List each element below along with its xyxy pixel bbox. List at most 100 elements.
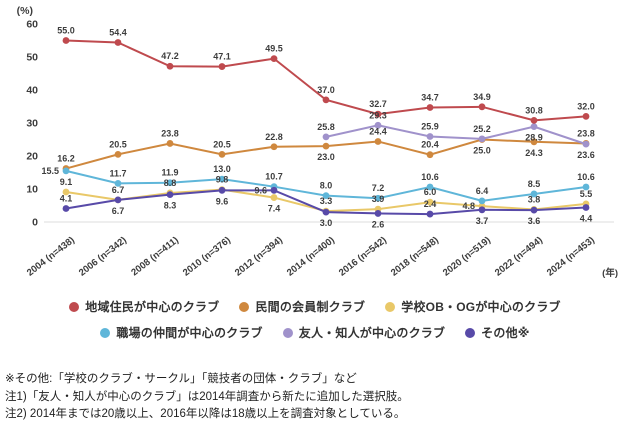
data-point-label: 25.9: [421, 122, 439, 132]
data-point: [582, 113, 590, 120]
data-point: [426, 151, 434, 159]
data-point-label: 34.9: [473, 92, 491, 102]
data-point: [426, 104, 434, 111]
data-point-label: 13.0: [213, 164, 231, 174]
data-point-label: 25.8: [317, 122, 335, 132]
legend-row: 地域住民が中心のクラブ 民間の会員制クラブ 学校OB・OGが中心のクラブ: [69, 298, 561, 315]
data-point-label: 32.7: [369, 99, 387, 109]
data-point-label: 8.3: [164, 201, 177, 211]
footnote-line: ※その他:「学校のクラブ・サークル」「競技者の団体・クラブ」など: [5, 373, 357, 385]
data-point: [114, 196, 122, 204]
data-point-label: 11.7: [109, 168, 126, 178]
x-tick-label: 2012 (n=394): [233, 235, 285, 279]
data-point-label: 32.0: [577, 101, 595, 111]
data-point: [166, 140, 174, 147]
data-point: [374, 138, 382, 145]
data-point: [426, 133, 434, 140]
data-point: [166, 191, 174, 199]
x-tick-label: 2010 (n=376): [181, 235, 233, 279]
y-tick-label: 50: [26, 52, 38, 64]
data-point-label: 47.2: [161, 51, 179, 61]
data-point: [582, 183, 590, 191]
data-point-label: 25.2: [473, 124, 491, 134]
y-tick-label: 40: [26, 85, 38, 97]
x-tick-label: 2004 (n=438): [25, 235, 77, 279]
data-point-label: 37.0: [317, 85, 335, 95]
data-point: [166, 179, 174, 187]
data-point-label: 6.7: [112, 185, 125, 195]
y-axis-unit: (%): [17, 5, 33, 17]
data-point-label: 16.2: [57, 154, 75, 164]
footnote-line: 注1)「友人・知人が中心のクラブ」は2014年調査から新たに追加した選択肢。: [5, 390, 409, 403]
data-point-label: 9.6: [216, 196, 229, 206]
x-tick-label: 2006 (n=342): [77, 235, 129, 279]
data-point-label: 8.5: [528, 179, 541, 189]
data-point-label: 24.4: [369, 126, 387, 136]
data-point-label: 54.4: [109, 27, 127, 37]
data-point: [218, 63, 226, 70]
legend-item: 地域住民が中心のクラブ: [69, 298, 219, 315]
data-point-label: 29.3: [369, 110, 387, 120]
data-point-label: 3.7: [476, 216, 489, 226]
footnote-line: 注2) 2014年までは20歳以上、2016年以降は18歳以上を調査対象としてい…: [5, 408, 406, 420]
data-point-label: 7.2: [372, 183, 385, 193]
legend-swatch-icon: [385, 301, 396, 312]
data-point-label: 20.5: [109, 139, 127, 149]
data-point-label: 11.9: [161, 168, 178, 178]
data-point: [530, 116, 538, 124]
data-point-label: 34.7: [421, 92, 439, 102]
data-point: [218, 150, 226, 158]
y-tick-label: 0: [32, 217, 38, 229]
data-point: [374, 194, 382, 202]
data-point-label: 30.8: [525, 105, 543, 115]
data-point-label: 3.3: [320, 196, 333, 206]
legend-row: 職場の仲間が中心のクラブ 友人・知人が中心のクラブ その他※: [100, 324, 529, 341]
legend-swatch-icon: [239, 301, 250, 312]
data-point-label: 7.4: [268, 204, 281, 214]
legend-swatch-icon: [69, 301, 80, 312]
data-point: [62, 37, 70, 44]
data-point-label: 8.8: [164, 178, 177, 188]
x-tick-label: 2014 (n=400): [285, 235, 337, 279]
data-point-label: 47.1: [213, 52, 231, 62]
data-point: [530, 123, 538, 131]
data-point: [270, 143, 278, 151]
data-point: [270, 194, 278, 201]
data-point-label: 4.4: [580, 213, 593, 223]
legend-label: その他※: [481, 326, 530, 340]
data-point-label: 23.8: [577, 128, 595, 138]
data-point: [582, 140, 590, 148]
legend-item: 民間の会員制クラブ: [239, 298, 365, 315]
data-point: [530, 138, 538, 146]
data-point-label: 10.6: [577, 172, 595, 182]
data-point: [166, 62, 174, 70]
y-tick-label: 10: [26, 184, 38, 196]
chart-footnotes: ※その他:「学校のクラブ・サークル」「競技者の団体・クラブ」など注1)「友人・知…: [5, 371, 625, 424]
x-tick-label: 2008 (n=411): [129, 235, 181, 279]
legend-swatch-icon: [282, 327, 293, 338]
data-point: [530, 206, 538, 214]
data-point: [322, 133, 330, 141]
x-axis-unit: (年): [602, 267, 618, 279]
data-point-label: 9.6: [254, 185, 267, 195]
data-point-label: 2.6: [372, 219, 385, 229]
x-tick-label: 2022 (n=494): [493, 235, 545, 279]
data-point: [374, 110, 382, 118]
legend-item: 職場の仲間が中心のクラブ: [100, 324, 263, 341]
legend-label: 学校OB・OGが中心のクラブ: [401, 300, 561, 314]
x-tick-label: 2020 (n=519): [441, 235, 493, 279]
data-point: [530, 190, 538, 198]
data-point: [374, 121, 382, 129]
data-point-label: 6.7: [112, 206, 125, 216]
data-point: [322, 208, 330, 216]
data-point-label: 49.5: [265, 44, 283, 54]
data-point: [62, 188, 70, 196]
data-point-label: 6.4: [476, 186, 489, 196]
legend-label: 友人・知人が中心のクラブ: [298, 326, 446, 340]
data-point-label: 10.6: [421, 172, 439, 182]
data-point: [62, 205, 70, 212]
data-point-label: 25.0: [473, 146, 491, 156]
data-point: [322, 96, 330, 104]
data-point-label: 9.8: [216, 175, 229, 185]
data-point-label: 9.1: [60, 177, 73, 187]
